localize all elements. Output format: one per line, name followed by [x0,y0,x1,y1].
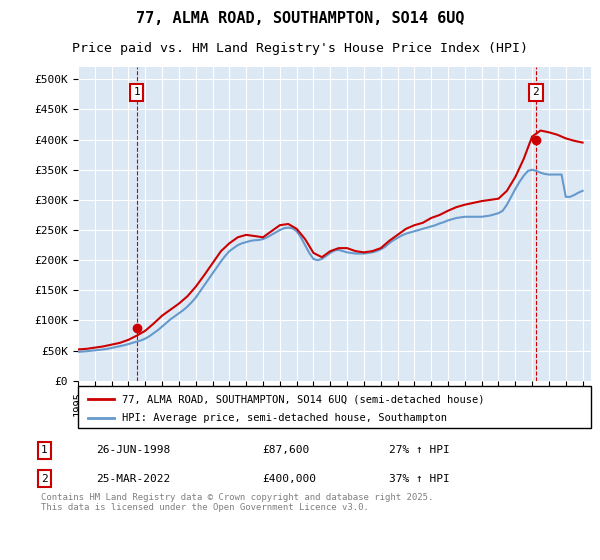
Text: 25-MAR-2022: 25-MAR-2022 [96,474,170,484]
Text: 77, ALMA ROAD, SOUTHAMPTON, SO14 6UQ: 77, ALMA ROAD, SOUTHAMPTON, SO14 6UQ [136,11,464,26]
Text: 77, ALMA ROAD, SOUTHAMPTON, SO14 6UQ (semi-detached house): 77, ALMA ROAD, SOUTHAMPTON, SO14 6UQ (se… [122,394,484,404]
Text: £87,600: £87,600 [262,445,309,455]
Text: 37% ↑ HPI: 37% ↑ HPI [389,474,449,484]
Text: 1: 1 [41,445,48,455]
Text: £400,000: £400,000 [262,474,316,484]
Text: 27% ↑ HPI: 27% ↑ HPI [389,445,449,455]
Text: Contains HM Land Registry data © Crown copyright and database right 2025.
This d: Contains HM Land Registry data © Crown c… [41,493,433,512]
Text: HPI: Average price, semi-detached house, Southampton: HPI: Average price, semi-detached house,… [122,413,446,423]
Text: 1: 1 [133,87,140,97]
Text: 2: 2 [533,87,539,97]
Text: 26-JUN-1998: 26-JUN-1998 [96,445,170,455]
Text: Price paid vs. HM Land Registry's House Price Index (HPI): Price paid vs. HM Land Registry's House … [72,42,528,55]
Text: 2: 2 [41,474,48,484]
FancyBboxPatch shape [78,386,591,428]
